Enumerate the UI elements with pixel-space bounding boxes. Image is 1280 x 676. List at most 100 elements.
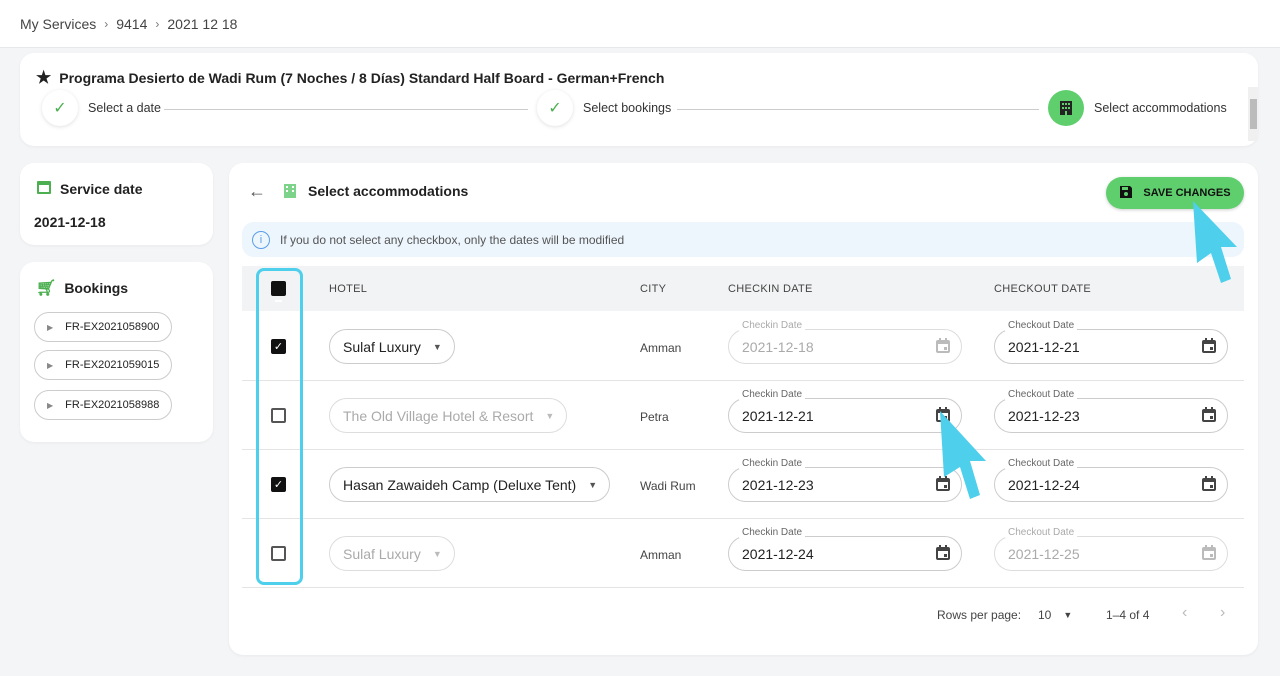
city-cell: Amman: [640, 548, 682, 562]
table-header: HOTEL CITY CHECKIN DATE CHECKOUT DATE: [242, 266, 1244, 311]
checkout-date-field[interactable]: Checkout Date 2021-12-25: [994, 527, 1228, 571]
save-icon: [1119, 185, 1133, 202]
step-connector: [164, 109, 528, 110]
stepper-card: ★ Programa Desierto de Wadi Rum (7 Noches…: [20, 53, 1258, 146]
calendar-icon[interactable]: [1201, 476, 1217, 495]
service-title-text: Programa Desierto de Wadi Rum (7 Noches …: [59, 70, 665, 86]
checkin-value: 2021-12-23: [742, 476, 814, 493]
caret-right-icon: ▶: [47, 360, 54, 370]
row-checkbox[interactable]: [271, 408, 286, 423]
info-text: If you do not select any checkbox, only …: [280, 232, 625, 247]
calendar-icon[interactable]: [1201, 545, 1217, 564]
building-icon: [282, 183, 298, 204]
checkin-date-field[interactable]: Checkin Date 2021-12-18: [728, 320, 962, 364]
step-select-bookings[interactable]: ✓ Select bookings: [537, 90, 671, 126]
hotel-value: Hasan Zawaideh Camp (Deluxe Tent): [343, 476, 577, 493]
bookings-card: 🛒︎ Bookings ▶ FR-EX2021058900 ▶ FR-EX202105…: [20, 262, 213, 442]
row-checkbox[interactable]: [271, 546, 286, 561]
booking-id: FR-EX2021059015: [65, 359, 160, 371]
field-label: Checkout Date: [1005, 320, 1078, 331]
dropdown-arrow-icon: ▼: [545, 410, 555, 421]
calendar-icon: [36, 179, 52, 198]
calendar-icon[interactable]: [935, 545, 951, 564]
header-city[interactable]: CITY: [640, 283, 667, 295]
booking-id: FR-EX2021058900: [65, 321, 160, 333]
table-row: The Old Village Hotel & Resort ▼ Petra Ch…: [242, 381, 1244, 450]
header-checkout[interactable]: CHECKOUT DATE: [994, 283, 1092, 295]
hotel-select[interactable]: Sulaf Luxury ▼: [329, 329, 455, 364]
checkin-value: 2021-12-24: [742, 545, 814, 562]
header-checkin[interactable]: CHECKIN DATE: [728, 283, 813, 295]
calendar-icon[interactable]: [935, 476, 951, 495]
prev-page-icon[interactable]: ‹: [1182, 604, 1188, 621]
accommodations-card: ← Select accommodations SAVE CHANGES i If…: [229, 163, 1258, 655]
header-hotel[interactable]: HOTEL: [329, 283, 368, 295]
field-label: Checkin Date: [739, 527, 806, 538]
hotel-select[interactable]: Sulaf Luxury ▼: [329, 536, 455, 571]
dropdown-arrow-icon: ▼: [432, 548, 442, 559]
checkin-date-field[interactable]: Checkin Date 2021-12-23: [728, 458, 962, 502]
step-select-accommodations[interactable]: Select accommodations: [1048, 90, 1227, 126]
building-icon: [1048, 90, 1084, 126]
calendar-icon[interactable]: [935, 338, 951, 357]
hotel-value: The Old Village Hotel & Resort: [343, 407, 534, 424]
section-title: Select accommodations: [308, 183, 469, 199]
caret-right-icon: ▶: [47, 322, 54, 332]
checkout-date-field[interactable]: Checkout Date 2021-12-23: [994, 389, 1228, 433]
checkin-date-field[interactable]: Checkin Date 2021-12-24: [728, 527, 962, 571]
calendar-icon[interactable]: [1201, 338, 1217, 357]
service-date-card: Service date 2021-12-18: [20, 163, 213, 245]
city-cell: Amman: [640, 341, 682, 355]
step-connector: [677, 109, 1039, 110]
table-row: ✓ Hasan Zawaideh Camp (Deluxe Tent) ▼ Wad…: [242, 450, 1244, 519]
booking-chip[interactable]: ▶ FR-EX2021058900: [34, 312, 173, 342]
next-page-icon[interactable]: ›: [1220, 604, 1226, 621]
breadcrumb-separator: ›: [155, 16, 160, 31]
checkin-value: 2021-12-21: [742, 407, 814, 424]
breadcrumb-service-id[interactable]: 9414: [116, 15, 148, 32]
table-row: Sulaf Luxury ▼ Amman Checkin Date 2021-12-…: [242, 519, 1244, 588]
field-label: Checkout Date: [1005, 389, 1078, 400]
booking-chip[interactable]: ▶ FR-EX2021058988: [34, 390, 173, 420]
checkin-value: 2021-12-18: [742, 338, 814, 355]
cursor-pointer-icon: [1193, 201, 1237, 283]
step-label: Select a date: [88, 101, 161, 115]
star-icon: ★: [36, 68, 52, 87]
checkout-date-field[interactable]: Checkout Date 2021-12-21: [994, 320, 1228, 364]
check-icon: ✓: [42, 90, 78, 126]
checkin-date-field[interactable]: Checkin Date 2021-12-21: [728, 389, 962, 433]
hotel-select[interactable]: The Old Village Hotel & Resort ▼: [329, 398, 568, 433]
city-cell: Petra: [640, 410, 669, 424]
checkout-value: 2021-12-24: [1008, 476, 1080, 493]
info-icon: i: [252, 230, 270, 249]
breadcrumb-separator: ›: [104, 16, 109, 31]
step-label: Select accommodations: [1094, 101, 1227, 115]
field-label: Checkout Date: [1005, 527, 1078, 538]
select-all-checkbox[interactable]: [271, 281, 286, 302]
scrollbar[interactable]: [1248, 87, 1258, 141]
checkout-date-field[interactable]: Checkout Date 2021-12-24: [994, 458, 1228, 502]
calendar-icon[interactable]: [1201, 407, 1217, 426]
row-checkbox[interactable]: ✓: [271, 339, 286, 354]
checkout-value: 2021-12-25: [1008, 545, 1080, 562]
field-label: Checkin Date: [739, 389, 806, 400]
field-label: Checkin Date: [739, 458, 806, 469]
step-select-date[interactable]: ✓ Select a date: [42, 90, 161, 126]
back-arrow-icon[interactable]: ←: [248, 181, 266, 201]
rows-per-page-select[interactable]: 10 ▼: [1038, 608, 1072, 622]
field-label: Checkout Date: [1005, 458, 1078, 469]
row-checkbox[interactable]: ✓: [271, 477, 286, 492]
service-date-value: 2021-12-18: [34, 214, 106, 230]
hotel-select[interactable]: Hasan Zawaideh Camp (Deluxe Tent) ▼: [329, 467, 611, 502]
save-label: SAVE CHANGES: [1143, 187, 1231, 199]
check-icon: ✓: [537, 90, 573, 126]
step-label: Select bookings: [583, 101, 672, 115]
booking-chip[interactable]: ▶ FR-EX2021059015: [34, 350, 173, 380]
breadcrumb-my-services[interactable]: My Services: [20, 15, 97, 32]
dropdown-arrow-icon: ▼: [1063, 610, 1073, 620]
save-changes-button[interactable]: SAVE CHANGES: [1106, 177, 1244, 209]
city-cell: Wadi Rum: [640, 479, 696, 493]
field-label: Checkin Date: [739, 320, 806, 331]
hotel-value: Sulaf Luxury: [343, 545, 421, 562]
cart-icon: 🛒︎: [36, 280, 57, 297]
